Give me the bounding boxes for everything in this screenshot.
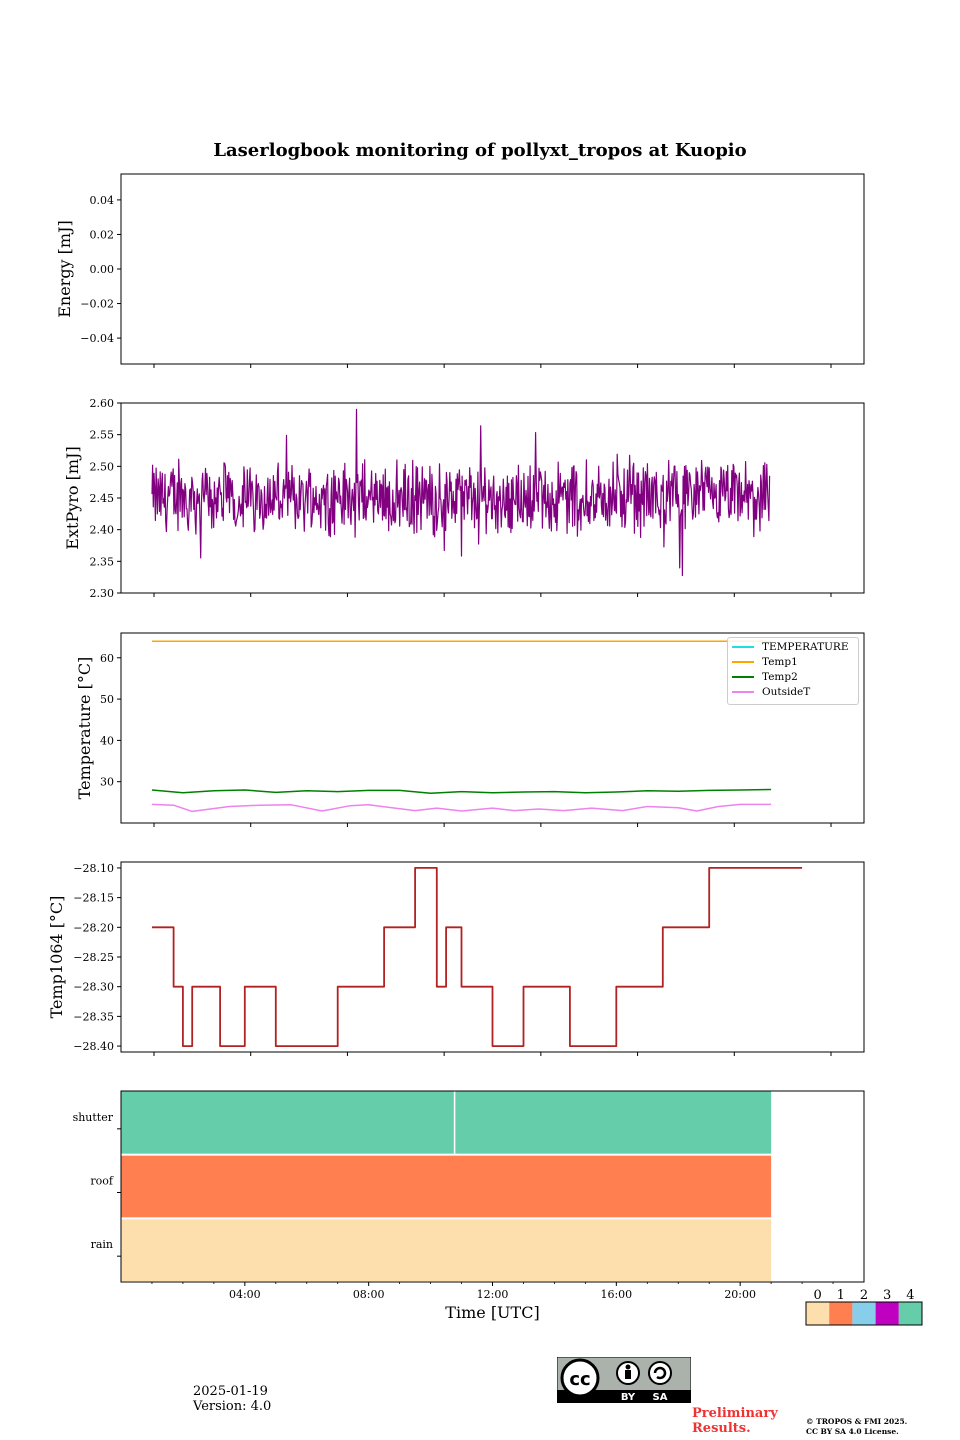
y-tick-label: −0.04 bbox=[80, 332, 114, 345]
x-tick-label: 08:00 bbox=[353, 1288, 385, 1301]
y-tick-label: 2.35 bbox=[90, 555, 115, 568]
preliminary-line2: Results. bbox=[692, 1421, 751, 1436]
y-tick-label: 0.02 bbox=[90, 228, 115, 241]
footer-date: 2025-01-19 bbox=[193, 1384, 268, 1399]
cc-by-sa-badge: cc BY SA bbox=[557, 1357, 691, 1403]
colorbar-swatch-3 bbox=[875, 1302, 899, 1325]
legend-entry-temperature: TEMPERATURE bbox=[732, 640, 849, 654]
footer-date-version: 2025-01-19 Version: 4.0 bbox=[193, 1384, 271, 1414]
temperature-plot-frame bbox=[120, 632, 865, 824]
colorbar-swatch-1 bbox=[829, 1302, 853, 1325]
x-axis-label: Time [UTC] bbox=[445, 1303, 539, 1322]
y-tick-label: 2.40 bbox=[90, 524, 115, 537]
y-axis-label: Temp1064 [°C] bbox=[47, 896, 66, 1019]
row-label-rain: rain bbox=[91, 1238, 113, 1251]
legend-entry-temp1: Temp1 bbox=[732, 655, 798, 669]
y-tick-label: −28.25 bbox=[73, 951, 114, 964]
row-label-roof: roof bbox=[90, 1175, 114, 1188]
y-tick-label: 2.30 bbox=[90, 587, 115, 600]
y-axis-label: Temperature [°C] bbox=[75, 657, 94, 800]
row-label-shutter: shutter bbox=[73, 1111, 114, 1124]
legend-label: OutsideT bbox=[762, 686, 811, 698]
energy-plot-frame bbox=[120, 173, 865, 365]
legend-swatch bbox=[732, 646, 754, 648]
y-tick-label: −28.35 bbox=[73, 1010, 114, 1023]
legend-swatch bbox=[732, 661, 754, 663]
colorbar-swatch-0 bbox=[806, 1302, 830, 1325]
x-tick-label: 12:00 bbox=[477, 1288, 509, 1301]
sa-share-icon bbox=[648, 1361, 672, 1385]
cc-icon-text: cc bbox=[569, 1369, 590, 1390]
y-tick-label: −28.10 bbox=[73, 862, 114, 875]
y-tick-label: −28.15 bbox=[73, 892, 114, 905]
temp1064-plot-frame bbox=[120, 861, 865, 1053]
y-tick-label: 50 bbox=[100, 693, 114, 706]
legend-entry-temp2: Temp2 bbox=[732, 670, 798, 684]
legend-label: TEMPERATURE bbox=[762, 641, 849, 653]
preliminary-line1: Preliminary bbox=[692, 1406, 778, 1421]
colorbar-swatch-2 bbox=[852, 1302, 876, 1325]
colorbar-label-1: 1 bbox=[837, 1288, 845, 1303]
temp1064-series-line bbox=[152, 867, 803, 1047]
y-tick-label: 2.60 bbox=[90, 397, 115, 410]
y-tick-label: 40 bbox=[100, 734, 114, 747]
y-tick-label: 2.55 bbox=[90, 429, 115, 442]
copyright-line1: © TROPOS & FMI 2025. bbox=[806, 1417, 908, 1426]
colorbar-swatch-4 bbox=[898, 1302, 922, 1325]
legend-swatch bbox=[732, 676, 754, 678]
status-plot-frame bbox=[120, 1090, 865, 1283]
cc-icon bbox=[560, 1358, 600, 1398]
legend-entry-outsidet: OutsideT bbox=[732, 685, 810, 699]
y-tick-label: 0.04 bbox=[90, 194, 115, 207]
colorbar-label-4: 4 bbox=[906, 1288, 914, 1303]
status-cell-rain bbox=[121, 1219, 772, 1281]
series-line-temp2 bbox=[151, 788, 772, 795]
colorbar-label-2: 2 bbox=[860, 1288, 868, 1303]
copyright-line2: CC BY SA 4.0 License. bbox=[806, 1427, 899, 1436]
x-tick-label: 16:00 bbox=[600, 1288, 632, 1301]
status-cell-roof bbox=[121, 1155, 772, 1218]
colorbar-label-3: 3 bbox=[883, 1288, 891, 1303]
y-tick-label: −28.40 bbox=[73, 1040, 114, 1053]
y-tick-label: −28.20 bbox=[73, 921, 114, 934]
y-tick-label: 0.00 bbox=[90, 263, 115, 276]
colorbar-label-0: 0 bbox=[813, 1288, 821, 1303]
y-tick-label: −28.30 bbox=[73, 981, 114, 994]
x-tick-label: 20:00 bbox=[724, 1288, 756, 1301]
colorbar-frame bbox=[805, 1301, 923, 1326]
legend-label: Temp1 bbox=[762, 656, 798, 668]
extpyro-plot-frame bbox=[120, 402, 865, 594]
chart-title: Laserlogbook monitoring of pollyxt_tropo… bbox=[213, 140, 747, 161]
copyright-notice: © TROPOS & FMI 2025. CC BY SA 4.0 Licens… bbox=[806, 1417, 907, 1437]
y-tick-label: 30 bbox=[100, 776, 114, 789]
legend-swatch bbox=[732, 691, 754, 693]
series-line-outsidet bbox=[151, 803, 772, 813]
y-tick-label: 2.45 bbox=[90, 492, 115, 505]
extpyro-series-line bbox=[151, 408, 771, 577]
badge-by-label: BY bbox=[621, 1392, 636, 1403]
y-tick-label: 60 bbox=[100, 652, 114, 665]
badge-sa-label: SA bbox=[653, 1392, 668, 1403]
y-tick-label: 2.50 bbox=[90, 460, 115, 473]
footer-version: Version: 4.0 bbox=[193, 1399, 272, 1414]
temperature-legend: TEMPERATURE Temp1 Temp2 OutsideT bbox=[727, 637, 859, 705]
y-tick-label: −0.02 bbox=[80, 298, 114, 311]
status-cell-shutter bbox=[455, 1091, 772, 1154]
preliminary-notice: Preliminary Results. bbox=[692, 1406, 778, 1436]
legend-label: Temp2 bbox=[762, 671, 798, 683]
y-axis-label: Energy [mJ] bbox=[55, 220, 74, 318]
status-cell-shutter bbox=[121, 1091, 454, 1154]
y-axis-label: ExtPyro [mJ] bbox=[63, 446, 82, 549]
x-tick-label: 04:00 bbox=[229, 1288, 261, 1301]
